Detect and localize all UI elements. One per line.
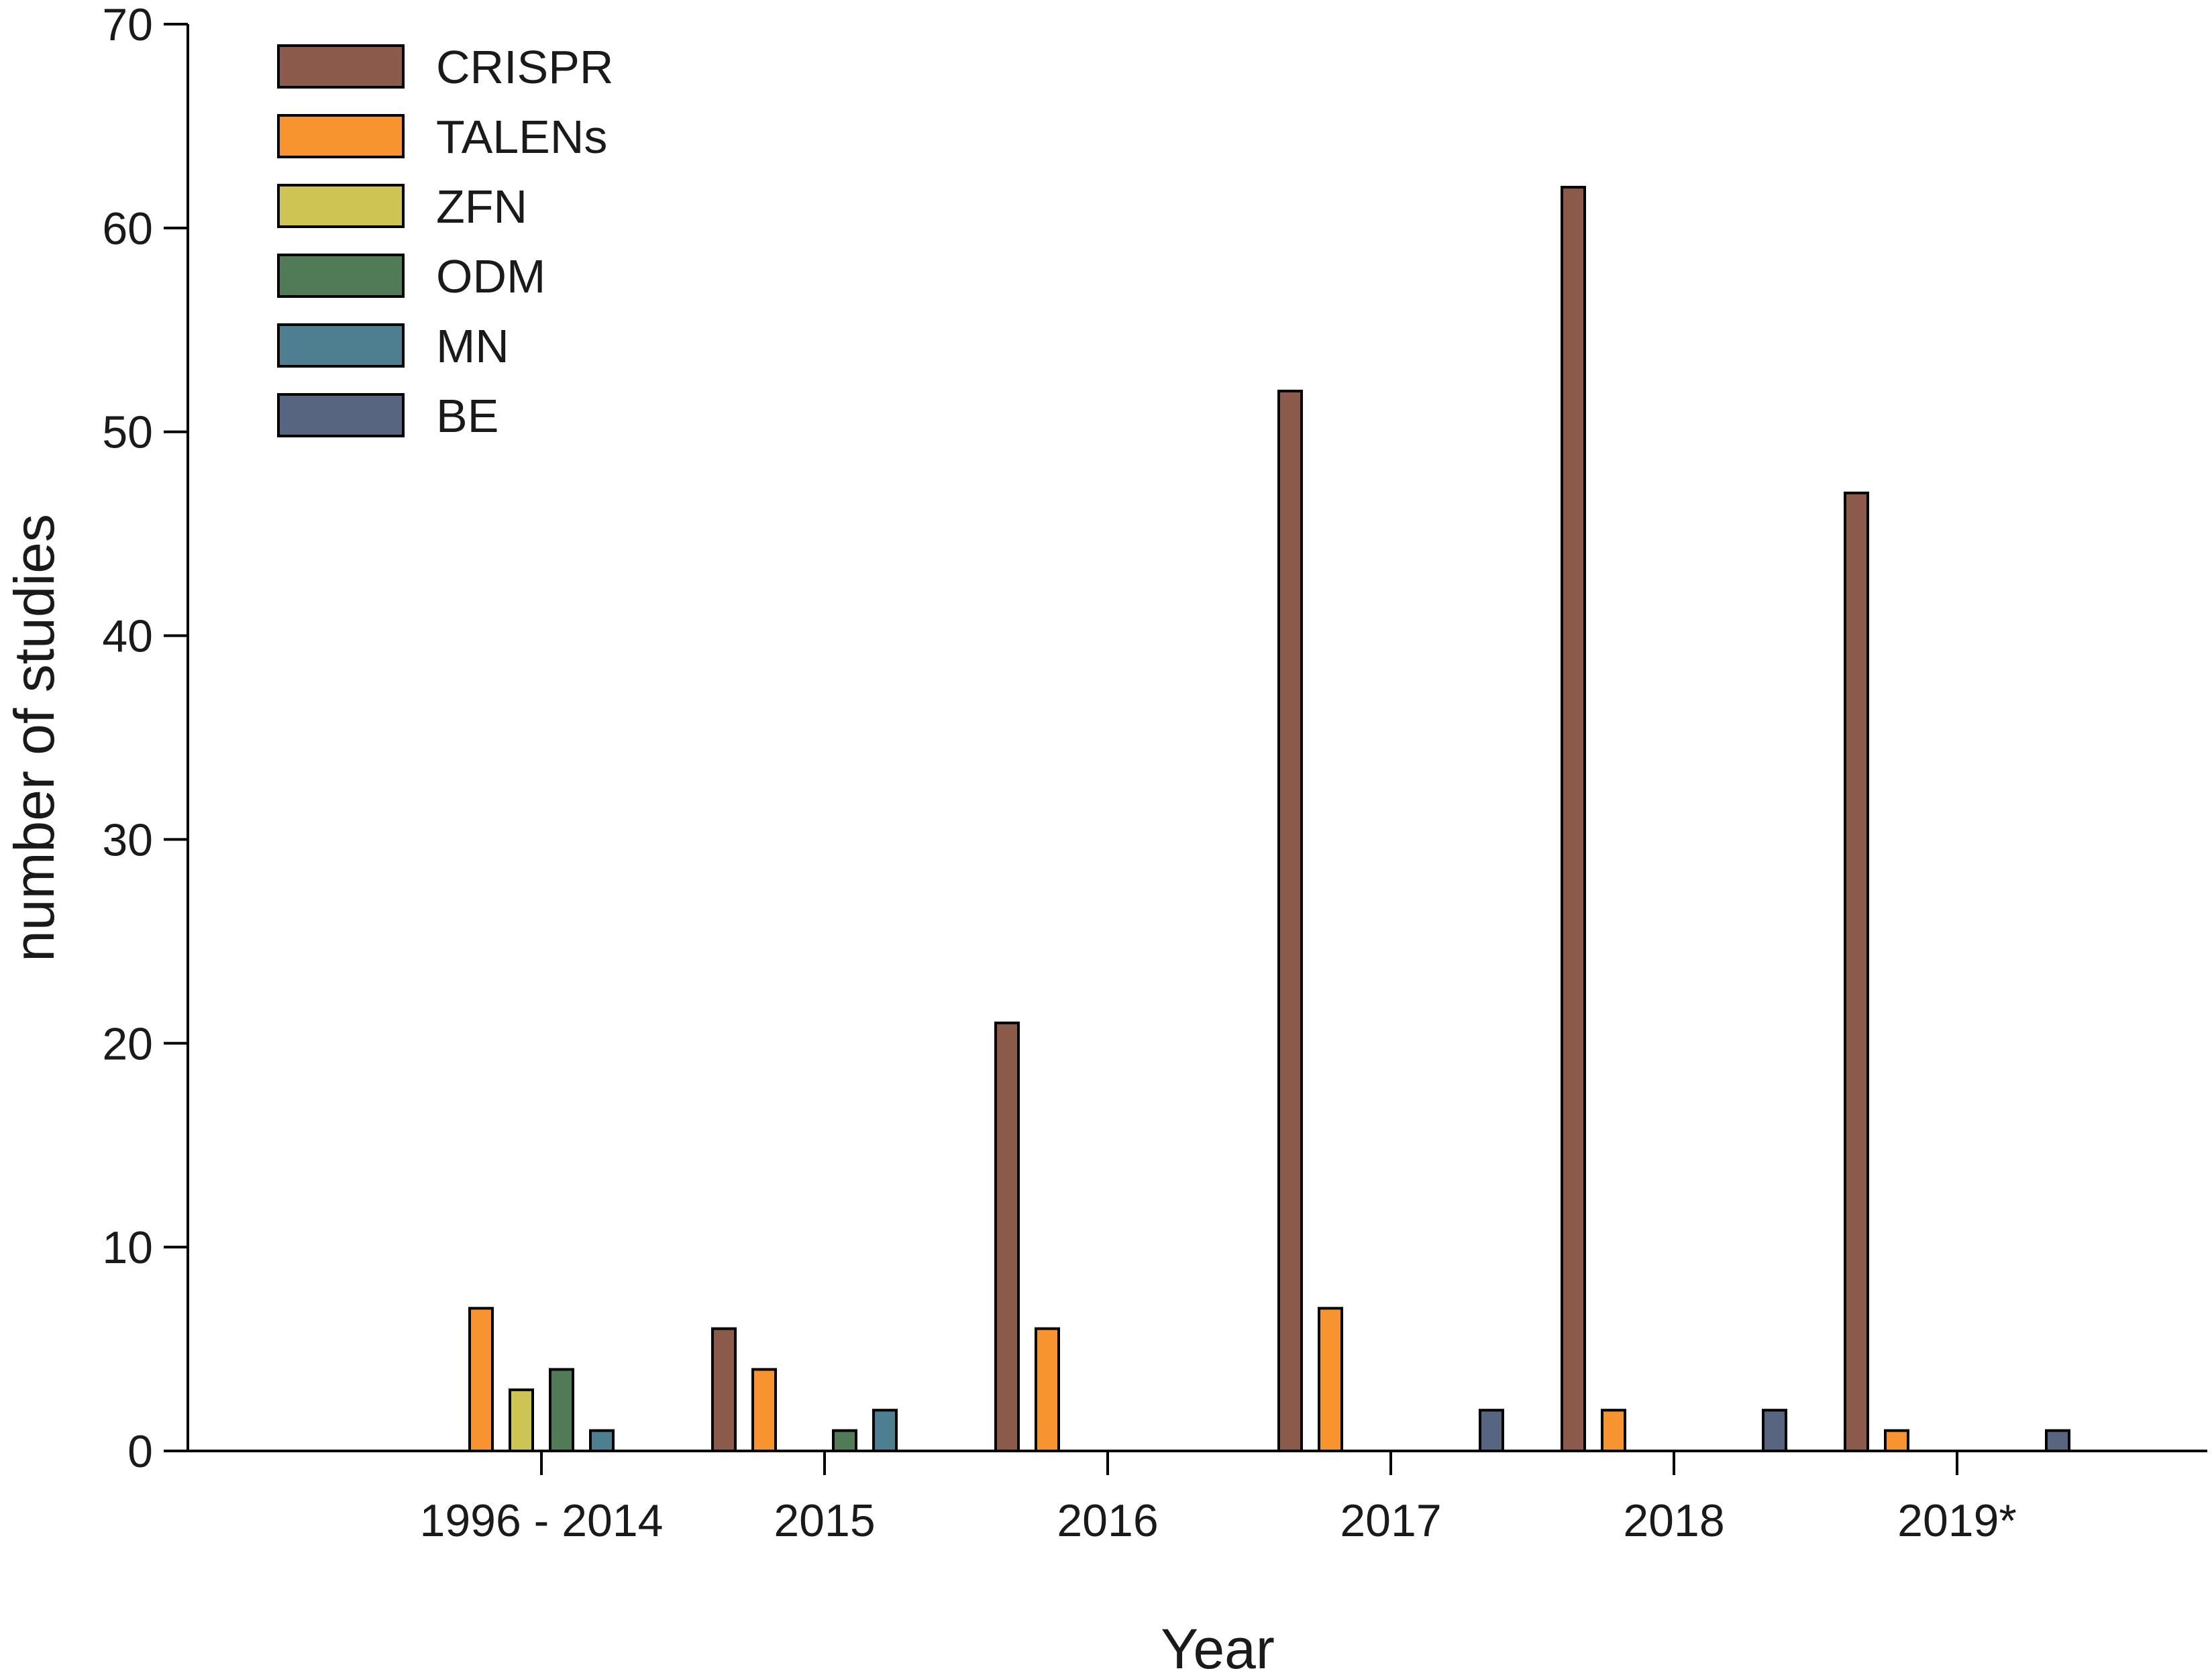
legend-label: TALENs: [436, 111, 607, 163]
bar-mn: [872, 1409, 898, 1452]
bar-talens: [468, 1307, 494, 1453]
bar-crispr: [994, 1021, 1020, 1452]
bar-crispr: [711, 1327, 737, 1452]
bar-talens: [1035, 1327, 1060, 1452]
y-tick-label: 60: [102, 203, 153, 254]
y-tick-label: 70: [102, 0, 153, 50]
x-tick-label: 2016: [1057, 1495, 1158, 1546]
y-tick-label: 10: [102, 1222, 153, 1273]
legend-swatch-be: [277, 393, 405, 437]
y-tick-label: 30: [102, 814, 153, 865]
y-tick-label: 40: [102, 611, 153, 662]
legend-label: ODM: [436, 250, 545, 303]
legend-label: CRISPR: [436, 41, 613, 93]
bar-mn: [589, 1429, 615, 1452]
x-tick-label: 2018: [1623, 1495, 1724, 1546]
legend-swatch-talens: [277, 114, 405, 158]
x-axis-title: Year: [1161, 1617, 1275, 1675]
legend-swatch-zfn: [277, 184, 405, 228]
y-tick-label: 0: [127, 1426, 153, 1477]
bar-talens: [1884, 1429, 1909, 1452]
x-tick-label: 2017: [1340, 1495, 1441, 1546]
bar-talens: [1601, 1409, 1626, 1452]
legend-label: BE: [436, 390, 498, 442]
axes: [187, 24, 2207, 1452]
x-tick-label: 1996 - 2014: [420, 1495, 664, 1546]
legend-swatch-crispr: [277, 44, 405, 89]
x-tick-label: 2019*: [1897, 1495, 2017, 1546]
x-ticks: 1996 - 2014 2015 2016 2017 2018 2019*: [420, 1451, 2017, 1546]
legend-label: ZFN: [436, 180, 527, 233]
bar-zfn: [509, 1388, 534, 1452]
bar-be: [2045, 1429, 2070, 1452]
bar-be: [1762, 1409, 1787, 1452]
bar-talens: [1318, 1307, 1343, 1453]
bar-crispr: [1561, 186, 1586, 1453]
y-tick-label: 20: [102, 1018, 153, 1069]
legend-swatch-mn: [277, 323, 405, 368]
legend: CRISPR TALENs ZFN ODM MN BE: [277, 41, 613, 442]
bars: [468, 186, 2070, 1453]
bar-odm: [832, 1429, 857, 1452]
bar-be: [1479, 1409, 1504, 1452]
x-tick-label: 2015: [774, 1495, 875, 1546]
y-axis-title: number of studies: [3, 514, 66, 962]
y-ticks: 0 10 20 30 40 50 60 70: [102, 0, 188, 1477]
legend-label: MN: [436, 320, 509, 372]
y-tick-label: 50: [102, 407, 153, 458]
bar-crispr: [1844, 491, 1869, 1452]
bar-talens: [751, 1368, 777, 1453]
bar-odm: [549, 1368, 574, 1453]
bar-crispr: [1277, 389, 1303, 1452]
legend-swatch-odm: [277, 254, 405, 298]
